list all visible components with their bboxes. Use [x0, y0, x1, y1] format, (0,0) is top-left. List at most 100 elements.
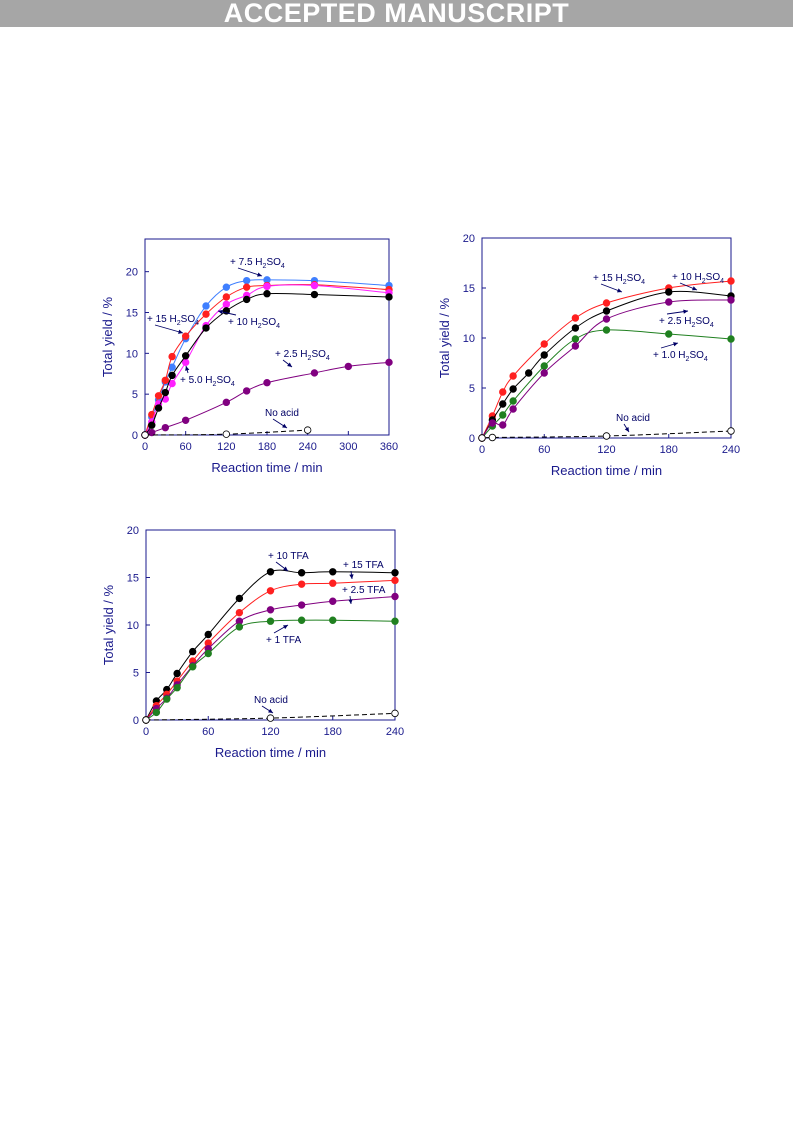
annotation: No acid [265, 408, 299, 429]
data-point [602, 432, 611, 440]
data-point [571, 324, 580, 332]
data-point [665, 330, 673, 338]
y-tick-label: 0 [133, 715, 139, 727]
x-tick-label: 240 [298, 441, 316, 453]
data-point [242, 276, 251, 285]
data-point [222, 293, 231, 301]
data-point [202, 310, 210, 318]
y-tick-label: 10 [463, 333, 475, 345]
arrow-head [349, 574, 354, 579]
y-tick-label: 0 [132, 430, 138, 442]
data-point [499, 388, 507, 396]
data-point [297, 616, 306, 624]
data-point [181, 416, 190, 424]
data-point [222, 283, 231, 291]
data-point [540, 362, 548, 370]
annotation: + 10 H2SO4 [217, 309, 280, 330]
x-tick-label: 180 [660, 444, 678, 456]
annotation-label: No acid [254, 695, 288, 706]
annotation-label: No acid [265, 408, 299, 419]
x-tick-label: 120 [261, 726, 279, 738]
y-tick-label: 15 [126, 308, 138, 320]
annotation: + 7.5 H2SO4 [230, 257, 285, 277]
y-tick-label: 15 [463, 283, 475, 295]
data-point [391, 709, 399, 718]
data-point [152, 708, 161, 717]
annotation: + 1 TFA [266, 624, 301, 646]
arrow-head [692, 286, 697, 291]
y-tick-label: 10 [127, 620, 139, 632]
data-point [540, 351, 548, 359]
annotation: + 1.0 H2SO4 [653, 342, 708, 363]
annotation: + 15 TFA [343, 560, 384, 580]
series-2 [478, 288, 735, 442]
data-point [329, 597, 337, 605]
x-tick-label: 60 [202, 726, 214, 738]
data-point [222, 430, 231, 438]
series-4 [142, 616, 399, 724]
data-point [329, 579, 337, 587]
data-point [727, 335, 735, 343]
banner-text: ACCEPTED MANUSCRIPT [223, 0, 570, 28]
data-point [571, 342, 580, 350]
y-axis-label: Total yield / % [101, 584, 116, 665]
data-point [602, 307, 611, 315]
data-point [242, 387, 251, 395]
data-point [263, 290, 271, 298]
annotation-label: + 15 TFA [343, 560, 384, 571]
data-point [181, 358, 190, 367]
x-tick-label: 360 [380, 441, 398, 453]
annotation-label: + 10 TFA [268, 551, 309, 562]
data-point [142, 716, 150, 724]
annotation: + 15 H2SO4 [147, 314, 199, 334]
data-point [173, 669, 181, 678]
annotation-label: + 5.0 H2SO4 [180, 375, 235, 388]
accepted-manuscript-banner: ACCEPTED MANUSCRIPT [0, 0, 793, 27]
data-point [602, 315, 611, 323]
chart-panel-3: 0 60 120 180 240 0 5 10 15 20 Reaction time / min T… [101, 525, 404, 760]
x-axis-label: Reaction time / min [551, 463, 662, 478]
y-axis-label: Total yield / % [437, 297, 452, 378]
series-3 [478, 326, 735, 442]
y-tick-label: 20 [463, 233, 475, 245]
annotation: + 2.5 H2SO4 [659, 309, 714, 329]
annotation-label: + 15 H2SO4 [593, 273, 645, 286]
data-point [161, 423, 170, 432]
data-point [665, 298, 673, 306]
annotation-label: + 10 H2SO4 [672, 272, 724, 285]
arrow-head [185, 366, 190, 371]
annotation: + 2.5 H2SO4 [275, 349, 330, 368]
series-4 [141, 290, 393, 439]
x-tick-label: 60 [538, 444, 550, 456]
x-tick-label: 0 [479, 444, 485, 456]
annotation-label: + 10 H2SO4 [228, 317, 280, 330]
data-point [329, 568, 337, 576]
arrow-head [283, 566, 288, 571]
data-point [181, 332, 190, 340]
data-point [727, 277, 735, 285]
arrow-head [282, 423, 287, 428]
x-tick-label: 60 [180, 441, 192, 453]
annotation: + 2.5 TFA [342, 585, 386, 605]
data-point [310, 369, 319, 377]
y-tick-label: 5 [132, 389, 138, 401]
x-tick-label: 0 [142, 441, 148, 453]
data-point [148, 428, 156, 437]
chart-panel-2: 0 60 120 180 240 0 5 10 15 20 Reaction time / min T… [437, 233, 740, 478]
arrow-head [683, 309, 688, 314]
x-tick-label: 120 [597, 444, 615, 456]
annotation-label: + 1.0 H2SO4 [653, 350, 708, 363]
series-5 [478, 427, 735, 442]
x-tick-label: 300 [339, 441, 357, 453]
arrow-head [348, 599, 353, 604]
data-point [168, 371, 176, 380]
data-point [154, 404, 163, 412]
data-point [266, 568, 275, 576]
series-line [481, 290, 732, 439]
x-tick-label: 120 [217, 441, 235, 453]
data-point [161, 376, 170, 384]
x-tick-label: 240 [386, 726, 404, 738]
arrow-head [257, 272, 262, 277]
data-point [202, 324, 210, 332]
